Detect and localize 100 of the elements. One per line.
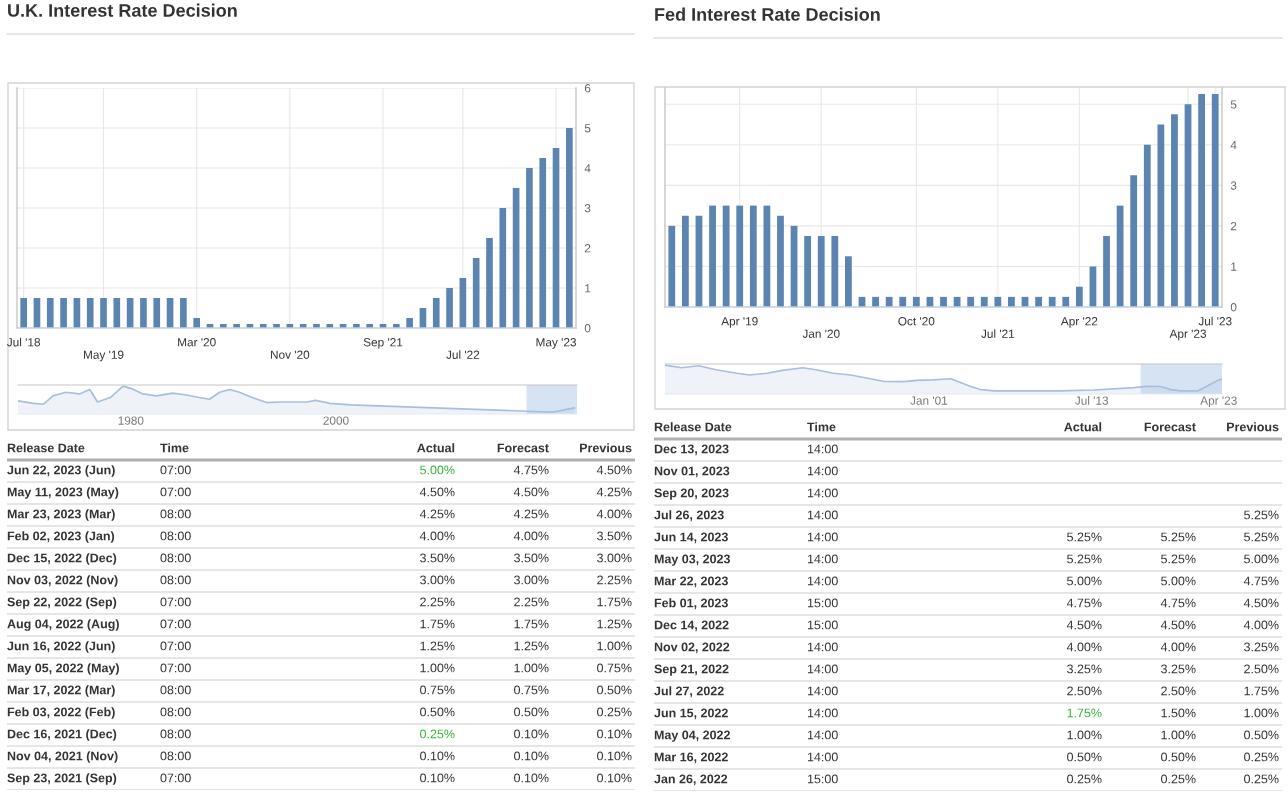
text: 0.10% <box>420 773 455 783</box>
text: 1.00% <box>1067 730 1102 740</box>
text: 15:00 <box>807 620 838 630</box>
y-tick-label: 1 <box>585 284 591 293</box>
text: 4.75% <box>1243 576 1279 586</box>
bar <box>1075 286 1083 307</box>
bar <box>46 298 54 328</box>
text: 2.25% <box>514 597 549 607</box>
text: 14:00 <box>807 510 838 520</box>
bar <box>1130 175 1138 307</box>
text: 0.10% <box>514 729 549 739</box>
text: 0.75% <box>420 685 455 695</box>
text: Feb 01, 2023 <box>654 598 728 610</box>
x-tick-label: Jul '18 <box>6 337 41 347</box>
bar <box>472 258 480 328</box>
text: 14:00 <box>807 488 838 498</box>
text: 3.25% <box>1161 664 1196 674</box>
text: Mar 22, 2023 <box>654 576 728 588</box>
text: 07:00 <box>160 487 191 497</box>
bar <box>967 296 975 307</box>
text: Nov 03, 2022 (Nov) <box>7 575 118 587</box>
bar <box>60 298 67 328</box>
x-tick-label: Jul '13 <box>1075 396 1109 405</box>
text: 0.50% <box>514 707 549 717</box>
bar <box>1062 296 1070 307</box>
bar <box>1143 144 1151 307</box>
text: 08:00 <box>160 685 191 695</box>
text: 4.00% <box>513 531 549 541</box>
chart-title: Fed Interest Rate Decision <box>655 7 880 21</box>
x-tick-label: May '23 <box>536 338 576 349</box>
bar <box>566 128 573 328</box>
text: 1.00% <box>420 663 455 673</box>
text: 3.25% <box>1244 642 1279 652</box>
y-tick-label: 3 <box>584 204 591 213</box>
text: 1.75% <box>1067 708 1102 718</box>
text: 0.10% <box>597 729 632 739</box>
text: 5.00% <box>1067 576 1102 586</box>
text: 1.25% <box>420 641 455 651</box>
text: 0.25% <box>1161 774 1196 784</box>
text: May 11, 2023 (May) <box>7 487 119 499</box>
text: 4.25% <box>513 509 549 519</box>
text: Aug 04, 2022 (Aug) <box>7 619 119 631</box>
bar <box>432 298 440 328</box>
y-tick-label: 1 <box>1231 262 1237 271</box>
text: May 05, 2022 (May) <box>7 663 119 675</box>
text: 14:00 <box>807 642 838 652</box>
text: 08:00 <box>160 509 191 519</box>
text: 0.50% <box>420 707 455 717</box>
text: 1.00% <box>1161 730 1196 740</box>
bar <box>1198 94 1206 307</box>
text: 4.00% <box>1243 620 1279 630</box>
text: 08:00 <box>160 729 191 739</box>
text: Sep 20, 2023 <box>654 488 729 500</box>
x-tick-label: Jul '23 <box>1198 316 1232 326</box>
bar <box>153 298 161 328</box>
text: 5.25% <box>1244 532 1279 542</box>
text: 0.10% <box>597 751 632 761</box>
text: Feb 03, 2022 (Feb) <box>7 707 115 719</box>
text: Jun 14, 2023 <box>654 532 728 544</box>
text: 14:00 <box>807 664 838 674</box>
text: 0.10% <box>514 773 549 783</box>
text: 4.00% <box>1066 642 1102 652</box>
x-tick-label: Sep '21 <box>363 338 403 349</box>
bar <box>1116 205 1124 307</box>
text: 4.50% <box>419 487 455 497</box>
text: Dec 14, 2022 <box>654 620 729 632</box>
text: 0.75% <box>514 685 549 695</box>
text: 14:00 <box>807 532 838 542</box>
bar <box>749 205 757 307</box>
x-tick-label: Jul '22 <box>446 350 480 359</box>
text: 14:00 <box>807 466 838 476</box>
category-label: Previous <box>580 443 632 453</box>
text: 3.00% <box>597 553 632 563</box>
y-tick-label: 5 <box>1230 100 1237 109</box>
bar <box>681 215 689 307</box>
text: 0.50% <box>1244 730 1279 740</box>
text: 0.25% <box>1067 774 1102 784</box>
x-tick-label: Jul '21 <box>981 329 1015 338</box>
text: 5.25% <box>1067 554 1102 564</box>
text: Sep 21, 2022 <box>654 664 729 676</box>
text: 4.50% <box>1066 620 1102 630</box>
text: 0.25% <box>420 729 455 739</box>
text: Nov 02, 2022 <box>654 642 730 654</box>
bar <box>1157 124 1165 307</box>
bar <box>1008 296 1015 307</box>
bar <box>994 296 1002 307</box>
bar <box>100 298 107 328</box>
text: 2.50% <box>1244 664 1279 674</box>
text: May 04, 2022 <box>654 730 730 742</box>
text: 07:00 <box>160 597 191 607</box>
text: 14:00 <box>807 730 838 740</box>
text: 2.50% <box>1067 686 1102 696</box>
y-tick-label: 3 <box>1230 181 1237 190</box>
bar <box>1103 236 1110 307</box>
bar <box>486 238 493 328</box>
text: 4.00% <box>1160 642 1196 652</box>
text: Nov 04, 2021 (Nov) <box>7 751 118 763</box>
text: 4.50% <box>513 487 549 497</box>
text: 4.50% <box>1243 598 1279 608</box>
text: 0.50% <box>1161 752 1196 762</box>
